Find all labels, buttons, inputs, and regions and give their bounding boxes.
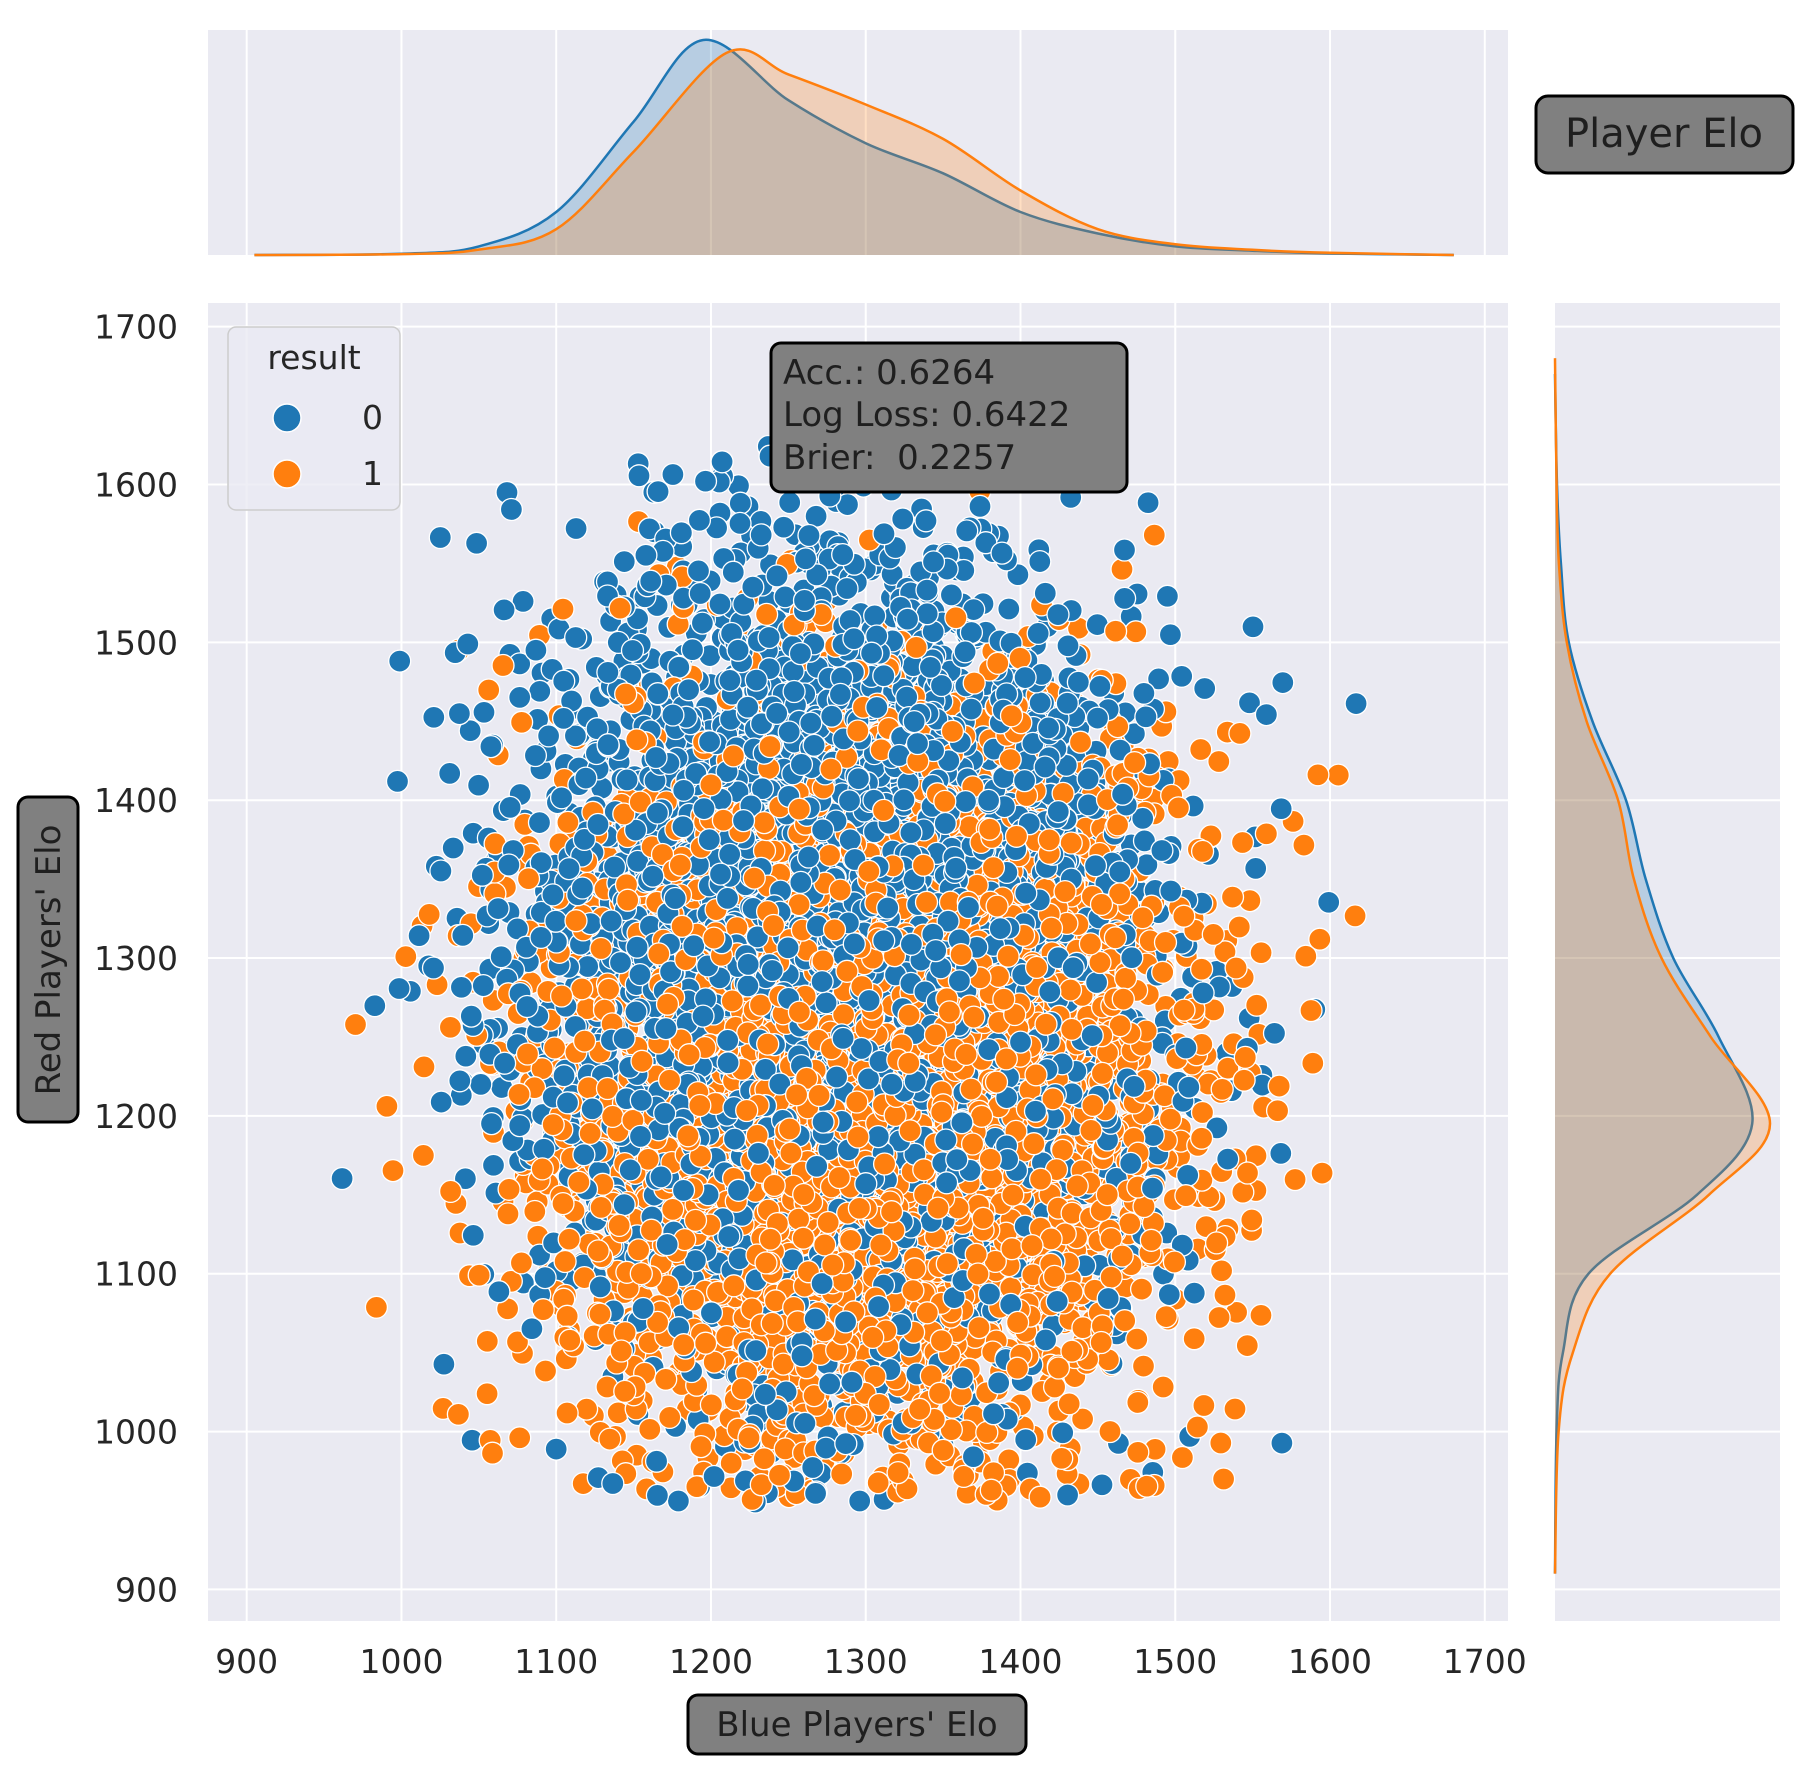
scatter-point-0 bbox=[1193, 676, 1217, 701]
scatter-point-0 bbox=[385, 769, 410, 794]
scatter-point-1 bbox=[1124, 620, 1148, 644]
scatter-point-1 bbox=[1283, 1167, 1307, 1192]
scatter-point-0 bbox=[1132, 681, 1156, 705]
scatter-point-1 bbox=[364, 1295, 389, 1319]
scatter-point-1 bbox=[1326, 763, 1350, 787]
scatter-point-1 bbox=[1182, 1327, 1206, 1351]
scatter-point-0 bbox=[1112, 586, 1137, 611]
scatter-point-0 bbox=[429, 859, 453, 883]
scatter-point-0 bbox=[481, 1153, 506, 1177]
scatter-point-0 bbox=[997, 597, 1021, 621]
top-kde-line-1 bbox=[254, 48, 1454, 257]
right-kde-line-0 bbox=[1553, 373, 1754, 1574]
main-grid bbox=[208, 303, 1508, 1621]
right-kde-fill-1 bbox=[1555, 358, 1771, 1574]
scatter-point-1 bbox=[1249, 941, 1273, 965]
scatter-point-1 bbox=[1162, 1250, 1187, 1274]
scatter-point-1 bbox=[375, 1094, 399, 1118]
scatter-point-1 bbox=[467, 1263, 491, 1287]
scatter-point-1 bbox=[1142, 523, 1166, 547]
scatter-point-1 bbox=[1110, 557, 1134, 581]
scatter-point-0 bbox=[363, 994, 387, 1018]
scatter-point-0 bbox=[1055, 1483, 1080, 1507]
scatter-point-1 bbox=[381, 1158, 405, 1183]
scatter-point-0 bbox=[1270, 1431, 1294, 1455]
top-marginal-kde bbox=[254, 38, 1454, 257]
scatter-point-1 bbox=[1170, 1445, 1195, 1470]
scatter-point-0 bbox=[666, 1489, 691, 1513]
scatter-point-0 bbox=[612, 549, 636, 574]
scatter-point-1 bbox=[1301, 1051, 1325, 1075]
scatter-point-0 bbox=[428, 525, 452, 550]
scatter-point-0 bbox=[447, 701, 472, 726]
scatter-point-1 bbox=[1235, 1333, 1259, 1358]
scatter-point-0 bbox=[848, 1489, 872, 1513]
scatter-point-0 bbox=[330, 1166, 354, 1191]
right-marginal-kde bbox=[1553, 358, 1772, 1574]
scatter-point-0 bbox=[388, 649, 412, 673]
scatter-point-1 bbox=[394, 944, 418, 969]
scatter-point-0 bbox=[1254, 702, 1279, 727]
scatter-point-0 bbox=[1112, 538, 1137, 562]
right-kde-line-1 bbox=[1553, 358, 1772, 1574]
scatter-points bbox=[330, 427, 1368, 1514]
scatter-point-0 bbox=[466, 773, 491, 797]
scatter-point-0 bbox=[471, 973, 495, 998]
top-marginal-panel bbox=[208, 30, 1508, 255]
scatter-point-1 bbox=[551, 597, 575, 621]
scatter-point-1 bbox=[1192, 1393, 1216, 1418]
scatter-point-1 bbox=[417, 902, 441, 927]
right-kde-fill-0 bbox=[1555, 374, 1753, 1574]
scatter-point-0 bbox=[968, 494, 992, 519]
top-kde-fill-1 bbox=[254, 49, 1454, 255]
scatter-point-0 bbox=[1028, 549, 1052, 574]
scatter-point-0 bbox=[441, 836, 465, 860]
scatter-point-1 bbox=[411, 1143, 436, 1168]
scatter-point-0 bbox=[552, 669, 576, 693]
scatter-point-1 bbox=[1131, 1354, 1156, 1378]
top-kde-fill-0 bbox=[254, 39, 1454, 256]
right-marginal-panel bbox=[1555, 303, 1780, 1621]
scatter-point-1 bbox=[477, 678, 501, 702]
scatter-point-1 bbox=[343, 1012, 368, 1037]
scatter-point-1 bbox=[1098, 1419, 1122, 1444]
scatter-point-0 bbox=[778, 490, 802, 515]
scatter-point-0 bbox=[1090, 1473, 1114, 1497]
scatter-point-0 bbox=[1146, 667, 1171, 691]
right-marginal-grid bbox=[1555, 325, 1780, 1591]
top-marginal-grid bbox=[245, 30, 1486, 255]
scatter-point-0 bbox=[1344, 691, 1368, 716]
scatter-point-0 bbox=[863, 604, 887, 628]
